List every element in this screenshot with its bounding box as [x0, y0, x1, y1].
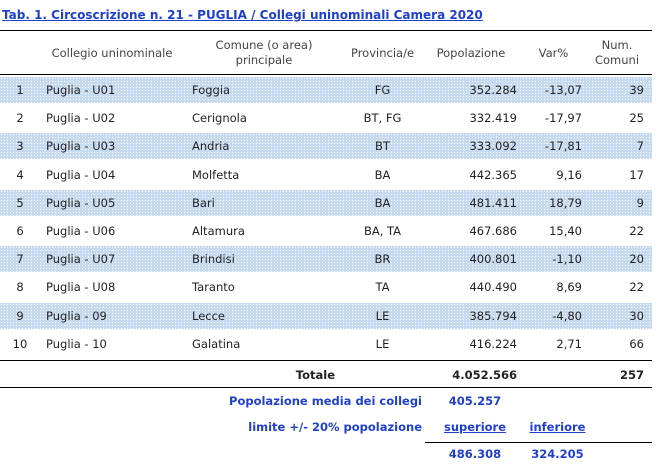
table-cell: Foggia	[192, 83, 231, 97]
column-header: Num. Comuni	[594, 38, 640, 67]
upper-label: superiore	[443, 420, 507, 434]
table-cell: 400.801	[469, 252, 517, 267]
total-population: 4.052.566	[452, 368, 517, 382]
upper-value: 486.308	[448, 447, 502, 461]
table-cell: Cerignola	[192, 111, 247, 126]
title: Tab. 1. Circoscrizione n. 21 - PUGLIA / …	[2, 8, 483, 22]
row-band	[0, 77, 652, 103]
column-header: Comune (o area) principale	[215, 38, 313, 67]
table-cell: Puglia - U06	[46, 224, 116, 238]
table-cell: BA, TA	[363, 224, 402, 238]
rule	[0, 74, 652, 75]
table-cell: 2	[16, 111, 24, 126]
table-cell: 6	[16, 224, 24, 238]
table-cell: Puglia - 09	[46, 308, 107, 323]
table-cell: 481.411	[469, 195, 517, 210]
table-cell: 8,69	[556, 280, 582, 295]
table-cell: BT, FG	[363, 111, 402, 126]
table-cell: Puglia - U01	[46, 83, 116, 97]
table-cell: 9,16	[556, 167, 582, 182]
table-cell: 3	[16, 139, 24, 154]
lower-value: 324.205	[531, 447, 584, 461]
table-cell: Puglia - U07	[46, 252, 116, 267]
table-cell: 15,40	[549, 224, 582, 238]
table-cell: BR	[374, 252, 391, 267]
table-cell: 66	[629, 336, 644, 351]
table-cell: 7	[636, 139, 644, 154]
rule	[0, 30, 652, 31]
table-cell: Altamura	[192, 224, 245, 238]
table-cell: 1	[16, 83, 24, 97]
table-cell: 9	[16, 308, 24, 323]
table-cell: 20	[629, 252, 644, 267]
table-cell: 25	[629, 111, 644, 126]
table-cell: 18,79	[549, 195, 582, 210]
table-cell: Puglia - U02	[46, 111, 116, 126]
table-cell: 2,71	[556, 336, 582, 351]
rule	[0, 360, 652, 361]
table-cell: LE	[375, 336, 390, 351]
table-cell: Andria	[192, 139, 230, 154]
lower-label: inferiore	[529, 420, 586, 434]
table-cell: Lecce	[192, 308, 226, 323]
table-cell: BA	[374, 167, 391, 182]
table-cell: 8	[16, 280, 24, 295]
total-comuni: 257	[619, 368, 644, 382]
table-cell: Puglia - U03	[46, 139, 116, 154]
average-label: Popolazione media dei collegi	[229, 394, 422, 408]
table-cell: 333.092	[469, 139, 517, 154]
row-band	[0, 302, 652, 329]
table-cell: Brindisi	[192, 252, 235, 267]
table-cell: FG	[374, 83, 391, 97]
table-cell: -4,80	[552, 308, 582, 323]
table-cell: -17,97	[544, 111, 582, 126]
table-cell: Puglia - U05	[46, 195, 116, 210]
table-cell: 385.794	[469, 308, 517, 323]
table-cell: 442.365	[469, 167, 517, 182]
table-cell: 4	[16, 167, 24, 182]
table-cell: 7	[16, 252, 24, 267]
column-header: Var%	[538, 45, 569, 60]
table-cell: BA	[374, 195, 391, 210]
table-cell: -13,07	[544, 83, 582, 97]
table-cell: Puglia - 10	[46, 336, 107, 351]
column-header: Popolazione	[436, 45, 506, 60]
table-cell: 332.419	[469, 111, 517, 126]
table-cell: 467.686	[469, 224, 517, 238]
table-cell: 22	[629, 224, 644, 238]
table-cell: 416.224	[469, 336, 517, 351]
row-band	[0, 246, 652, 273]
table-cell: 5	[16, 195, 24, 210]
table-cell: Bari	[192, 195, 215, 210]
table-cell: 30	[629, 308, 644, 323]
table-cell: 440.490	[469, 280, 517, 295]
table-cell: 10	[12, 336, 28, 351]
table-cell: TA	[375, 280, 390, 295]
table-cell: Puglia - U04	[46, 167, 116, 182]
table-cell: BT	[375, 139, 390, 154]
total-label: Totale	[295, 368, 335, 382]
column-header: Provincia/e	[350, 45, 415, 60]
row-band	[0, 133, 652, 160]
table-cell: 9	[636, 195, 644, 210]
table-cell: -17,81	[544, 139, 582, 154]
table-cell: -1,10	[552, 252, 582, 267]
row-band	[0, 189, 652, 216]
rule	[0, 387, 652, 388]
rule	[425, 442, 652, 443]
table-cell: Galatina	[192, 336, 241, 351]
column-header: Collegio uninominale	[51, 45, 173, 60]
table-cell: 17	[629, 167, 644, 182]
table-cell: Puglia - U08	[46, 280, 116, 295]
table-cell: 22	[629, 280, 644, 295]
table-cell: 352.284	[469, 83, 517, 97]
average-value: 405.257	[448, 394, 502, 408]
table-cell: LE	[375, 308, 390, 323]
table-cell: Taranto	[192, 280, 235, 295]
table-cell: 39	[629, 83, 644, 97]
limits-label: limite +/- 20% popolazione	[248, 420, 422, 434]
table-cell: Molfetta	[192, 167, 240, 182]
